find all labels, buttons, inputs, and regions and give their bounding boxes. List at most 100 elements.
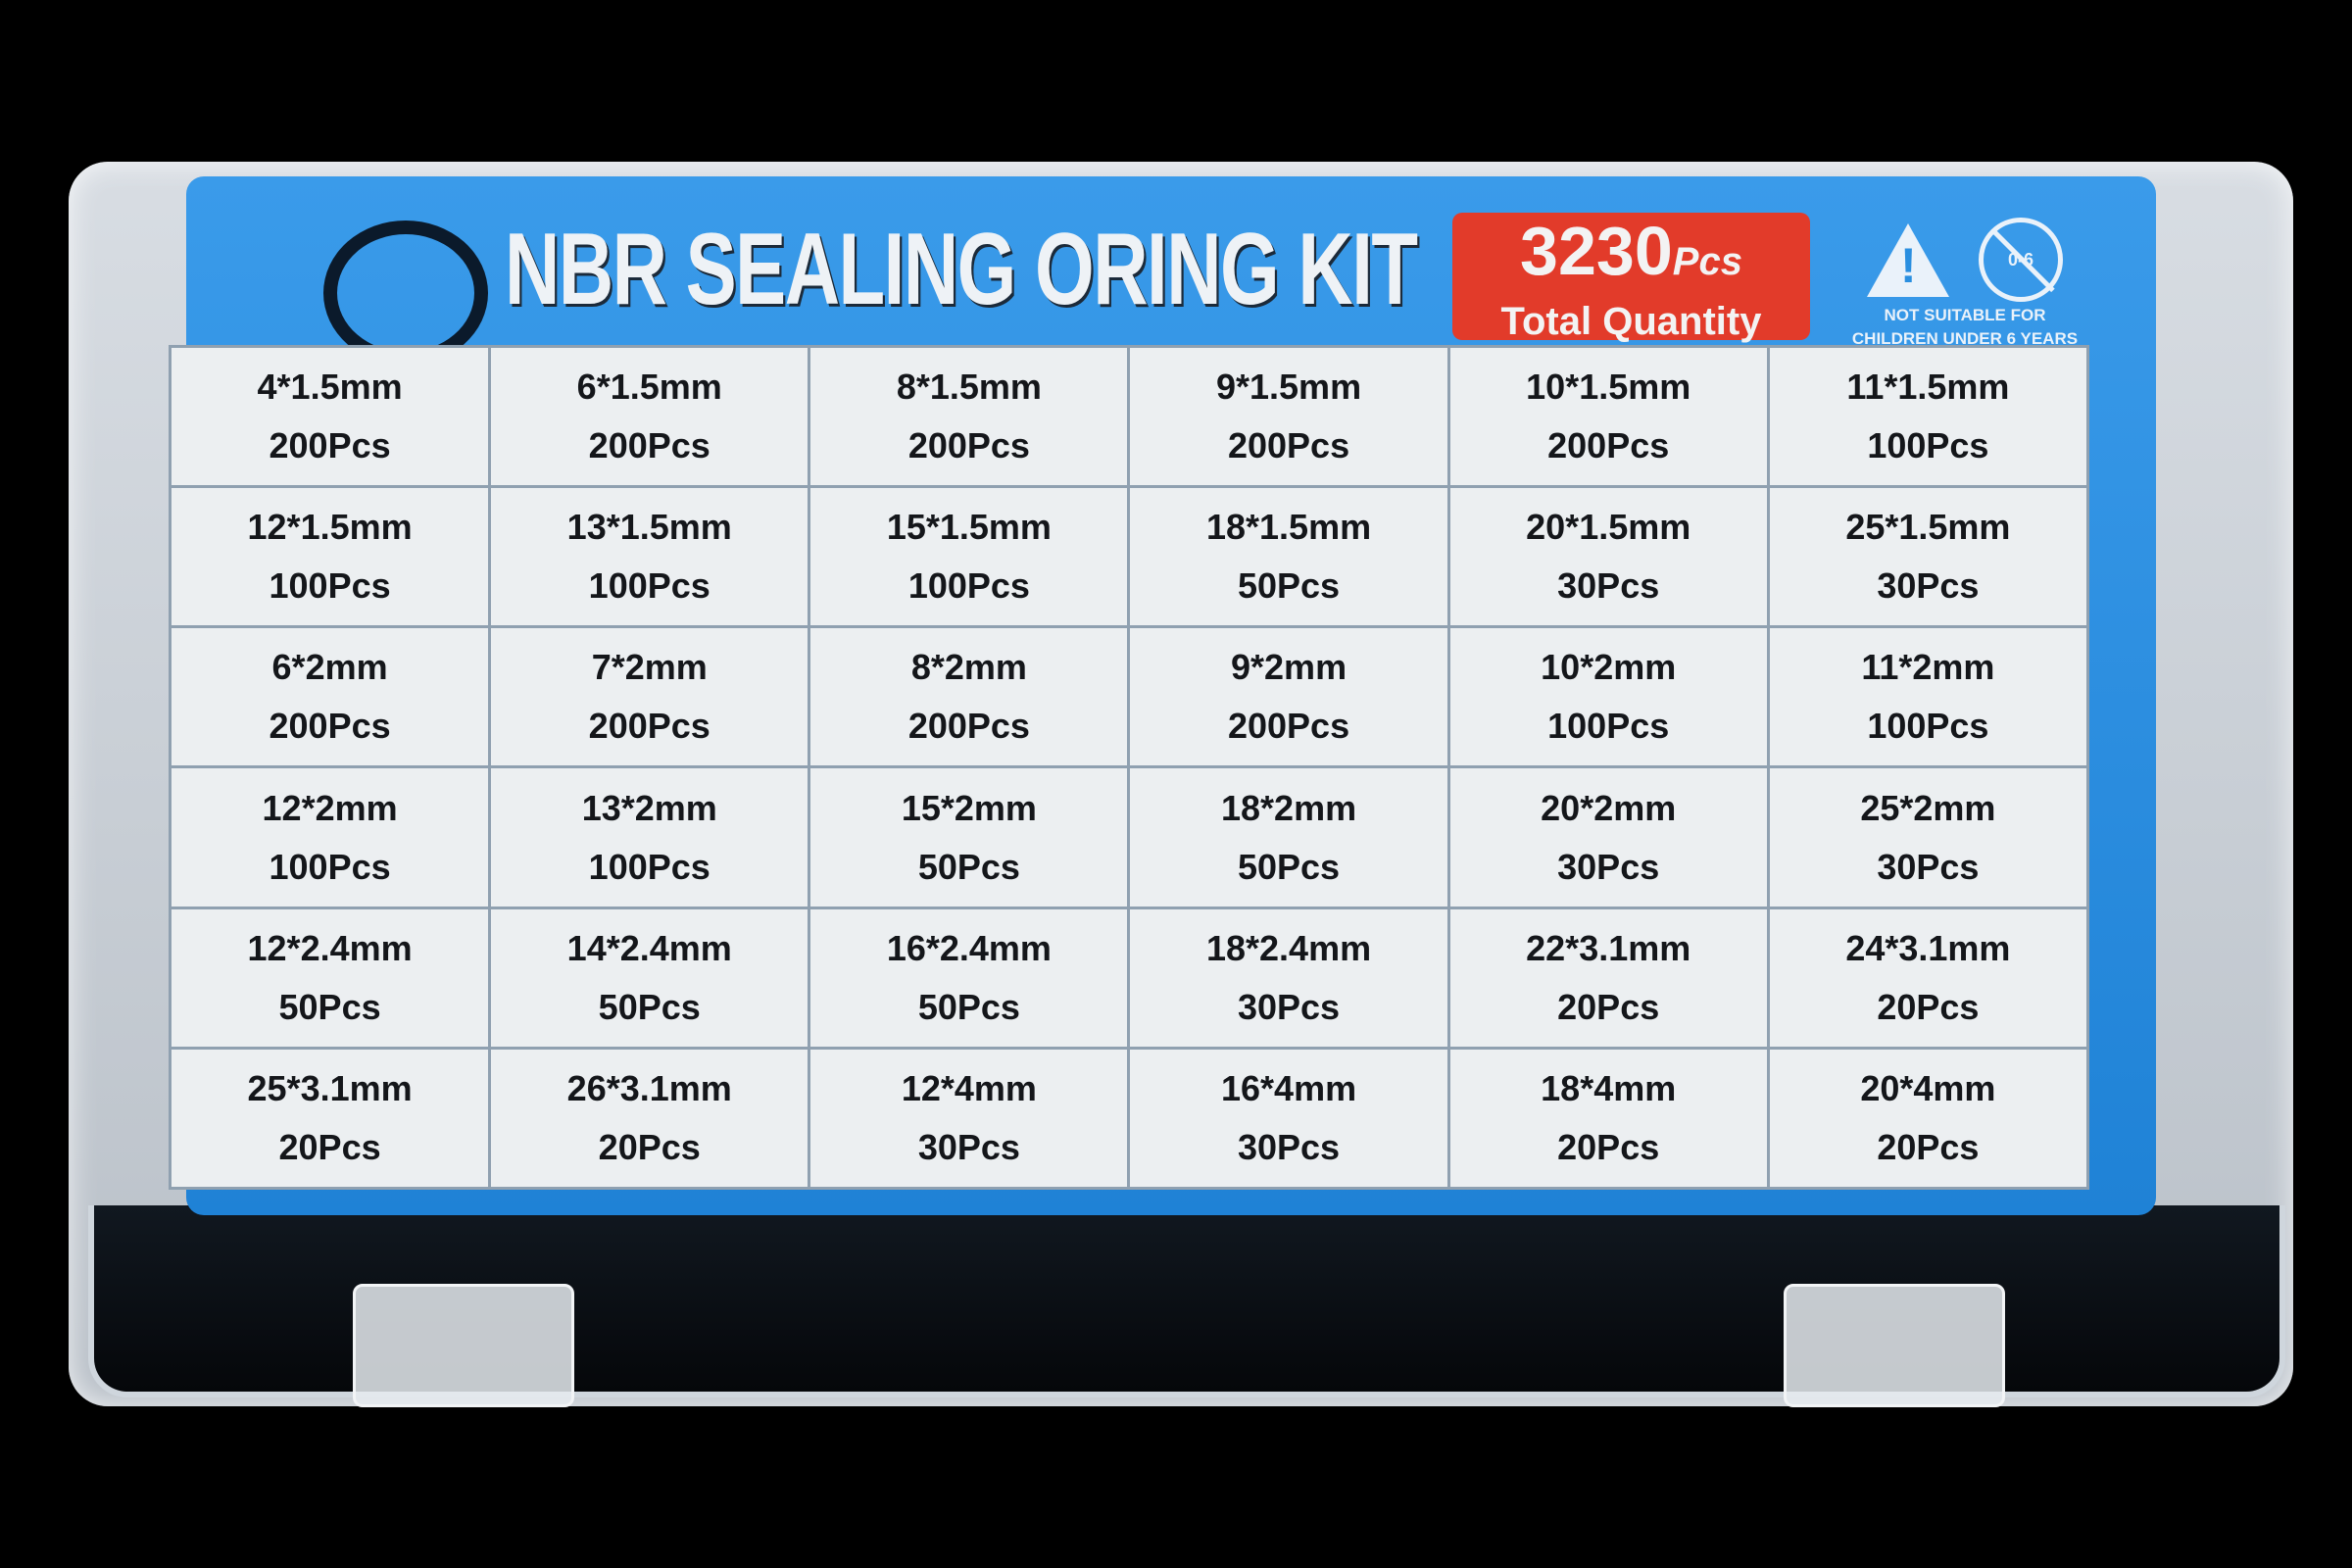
table-row: 6*2mm 200Pcs 7*2mm 200Pcs 8*2mm 200Pcs 9*2mm 20… bbox=[168, 625, 2090, 769]
ring-count: 100Pcs bbox=[588, 565, 710, 607]
ring-size: 16*2.4mm bbox=[886, 927, 1052, 968]
ring-size: 16*4mm bbox=[1221, 1067, 1357, 1108]
table-row: 12*2mm 100Pcs 13*2mm 100Pcs 15*2mm 50Pcs 18*2m… bbox=[168, 765, 2090, 909]
size-cell: 14*2.4mm 50Pcs bbox=[488, 906, 811, 1050]
ring-count: 50Pcs bbox=[1237, 846, 1341, 887]
table-row: 4*1.5mm 200Pcs 6*1.5mm 200Pcs 8*1.5mm 200Pcs 9… bbox=[168, 344, 2090, 489]
size-table: 4*1.5mm 200Pcs 6*1.5mm 200Pcs 8*1.5mm 200Pcs 9… bbox=[168, 344, 2090, 1191]
ring-count: 30Pcs bbox=[917, 1126, 1020, 1167]
ring-size: 24*3.1mm bbox=[1845, 927, 2011, 968]
size-cell: 25*3.1mm 20Pcs bbox=[168, 1046, 492, 1191]
total-number: 3230 bbox=[1520, 213, 1673, 289]
size-cell: 18*2mm 50Pcs bbox=[1127, 765, 1450, 909]
size-cell: 16*2.4mm 50Pcs bbox=[808, 906, 1131, 1050]
ring-size: 14*2.4mm bbox=[566, 927, 732, 968]
table-row: 12*2.4mm 50Pcs 14*2.4mm 50Pcs 16*2.4mm 50Pcs 1… bbox=[168, 906, 2090, 1050]
ring-count: 20Pcs bbox=[1877, 986, 1980, 1027]
ring-count: 100Pcs bbox=[269, 565, 391, 607]
ring-size: 15*2mm bbox=[901, 787, 1037, 828]
size-cell: 25*1.5mm 30Pcs bbox=[1766, 485, 2090, 629]
ring-size: 6*2mm bbox=[271, 647, 388, 688]
ring-size: 15*1.5mm bbox=[886, 507, 1052, 548]
ring-size: 13*2mm bbox=[581, 787, 717, 828]
ring-count: 100Pcs bbox=[588, 846, 710, 887]
age-warning: 0-6 NOT SUITABLE FOR CHILDREN UNDER 6 YE… bbox=[1823, 216, 2107, 353]
product-title-area: NBR SEALING ORING KIT bbox=[505, 211, 1418, 328]
ring-count: 200Pcs bbox=[588, 706, 710, 747]
ring-size: 18*1.5mm bbox=[1205, 507, 1372, 548]
size-cell: 12*4mm 30Pcs bbox=[808, 1046, 1131, 1191]
ring-size: 26*3.1mm bbox=[566, 1067, 732, 1108]
product-title: NBR SEALING ORING KIT bbox=[505, 213, 1418, 326]
ring-count: 200Pcs bbox=[907, 706, 1030, 747]
ring-size: 18*4mm bbox=[1541, 1067, 1677, 1108]
ring-count: 50Pcs bbox=[598, 986, 701, 1027]
ring-size: 8*1.5mm bbox=[896, 367, 1042, 408]
size-cell: 12*2mm 100Pcs bbox=[168, 765, 492, 909]
ring-count: 200Pcs bbox=[1227, 706, 1350, 747]
total-label: Total Quantity bbox=[1500, 300, 1762, 343]
warning-line-2: CHILDREN UNDER 6 YEARS bbox=[1851, 329, 2079, 348]
size-cell: 6*2mm 200Pcs bbox=[168, 625, 492, 769]
ring-size: 20*1.5mm bbox=[1526, 507, 1691, 548]
ring-size: 6*1.5mm bbox=[576, 367, 722, 408]
ring-size: 10*1.5mm bbox=[1526, 367, 1691, 408]
size-cell: 11*1.5mm 100Pcs bbox=[1766, 344, 2090, 489]
ring-size: 25*2mm bbox=[1860, 787, 1996, 828]
ring-size: 9*1.5mm bbox=[1215, 367, 1362, 408]
ring-count: 30Pcs bbox=[1237, 1126, 1341, 1167]
ring-size: 12*2mm bbox=[262, 787, 398, 828]
ring-count: 50Pcs bbox=[917, 986, 1020, 1027]
ring-size: 18*2.4mm bbox=[1205, 927, 1372, 968]
o-ring-icon bbox=[323, 220, 488, 366]
ring-size: 25*3.1mm bbox=[247, 1067, 413, 1108]
size-cell: 8*2mm 200Pcs bbox=[808, 625, 1131, 769]
ring-count: 100Pcs bbox=[907, 565, 1030, 607]
ring-count: 100Pcs bbox=[1547, 706, 1670, 747]
size-cell: 12*1.5mm 100Pcs bbox=[168, 485, 492, 629]
ring-size: 4*1.5mm bbox=[257, 367, 403, 408]
left-latch[interactable] bbox=[353, 1284, 574, 1407]
table-row: 25*3.1mm 20Pcs 26*3.1mm 20Pcs 12*4mm 30Pcs 16*… bbox=[168, 1046, 2090, 1191]
size-cell: 10*1.5mm 200Pcs bbox=[1446, 344, 1770, 489]
ring-size: 12*1.5mm bbox=[247, 507, 413, 548]
ring-size: 10*2mm bbox=[1541, 647, 1677, 688]
age-range: 0-6 bbox=[2007, 250, 2034, 270]
ring-size: 11*2mm bbox=[1861, 647, 1995, 688]
size-cell: 12*2.4mm 50Pcs bbox=[168, 906, 492, 1050]
size-cell: 18*1.5mm 50Pcs bbox=[1127, 485, 1450, 629]
size-cell: 15*1.5mm 100Pcs bbox=[808, 485, 1131, 629]
size-cell: 25*2mm 30Pcs bbox=[1766, 765, 2090, 909]
ring-size: 7*2mm bbox=[591, 647, 708, 688]
ring-count: 200Pcs bbox=[588, 425, 710, 466]
ring-count: 200Pcs bbox=[269, 425, 391, 466]
ring-count: 50Pcs bbox=[1237, 565, 1341, 607]
size-cell: 13*2mm 100Pcs bbox=[488, 765, 811, 909]
ring-size: 20*4mm bbox=[1860, 1067, 1996, 1108]
ring-size: 20*2mm bbox=[1541, 787, 1677, 828]
ring-count: 100Pcs bbox=[1867, 706, 1989, 747]
ring-count: 30Pcs bbox=[1877, 846, 1980, 887]
size-cell: 15*2mm 50Pcs bbox=[808, 765, 1131, 909]
total-quantity-badge: 3230Pcs Total Quantity bbox=[1452, 213, 1810, 343]
ring-count: 100Pcs bbox=[269, 846, 391, 887]
table-row: 12*1.5mm 100Pcs 13*1.5mm 100Pcs 15*1.5mm 100P… bbox=[168, 485, 2090, 629]
size-cell: 10*2mm 100Pcs bbox=[1446, 625, 1770, 769]
ring-size: 8*2mm bbox=[910, 647, 1027, 688]
ring-count: 20Pcs bbox=[598, 1126, 701, 1167]
right-latch[interactable] bbox=[1784, 1284, 2005, 1407]
size-cell: 20*1.5mm 30Pcs bbox=[1446, 485, 1770, 629]
size-cell: 22*3.1mm 20Pcs bbox=[1446, 906, 1770, 1050]
ring-count: 20Pcs bbox=[1877, 1126, 1980, 1167]
ring-count: 30Pcs bbox=[1557, 565, 1660, 607]
ring-count: 200Pcs bbox=[269, 706, 391, 747]
size-cell: 18*2.4mm 30Pcs bbox=[1127, 906, 1450, 1050]
size-cell: 8*1.5mm 200Pcs bbox=[808, 344, 1131, 489]
size-cell: 7*2mm 200Pcs bbox=[488, 625, 811, 769]
ring-size: 12*4mm bbox=[901, 1067, 1037, 1108]
ring-size: 25*1.5mm bbox=[1845, 507, 2011, 548]
size-cell: 4*1.5mm 200Pcs bbox=[168, 344, 492, 489]
ring-size: 9*2mm bbox=[1231, 647, 1348, 688]
size-cell: 20*4mm 20Pcs bbox=[1766, 1046, 2090, 1191]
ring-count: 200Pcs bbox=[1227, 425, 1350, 466]
